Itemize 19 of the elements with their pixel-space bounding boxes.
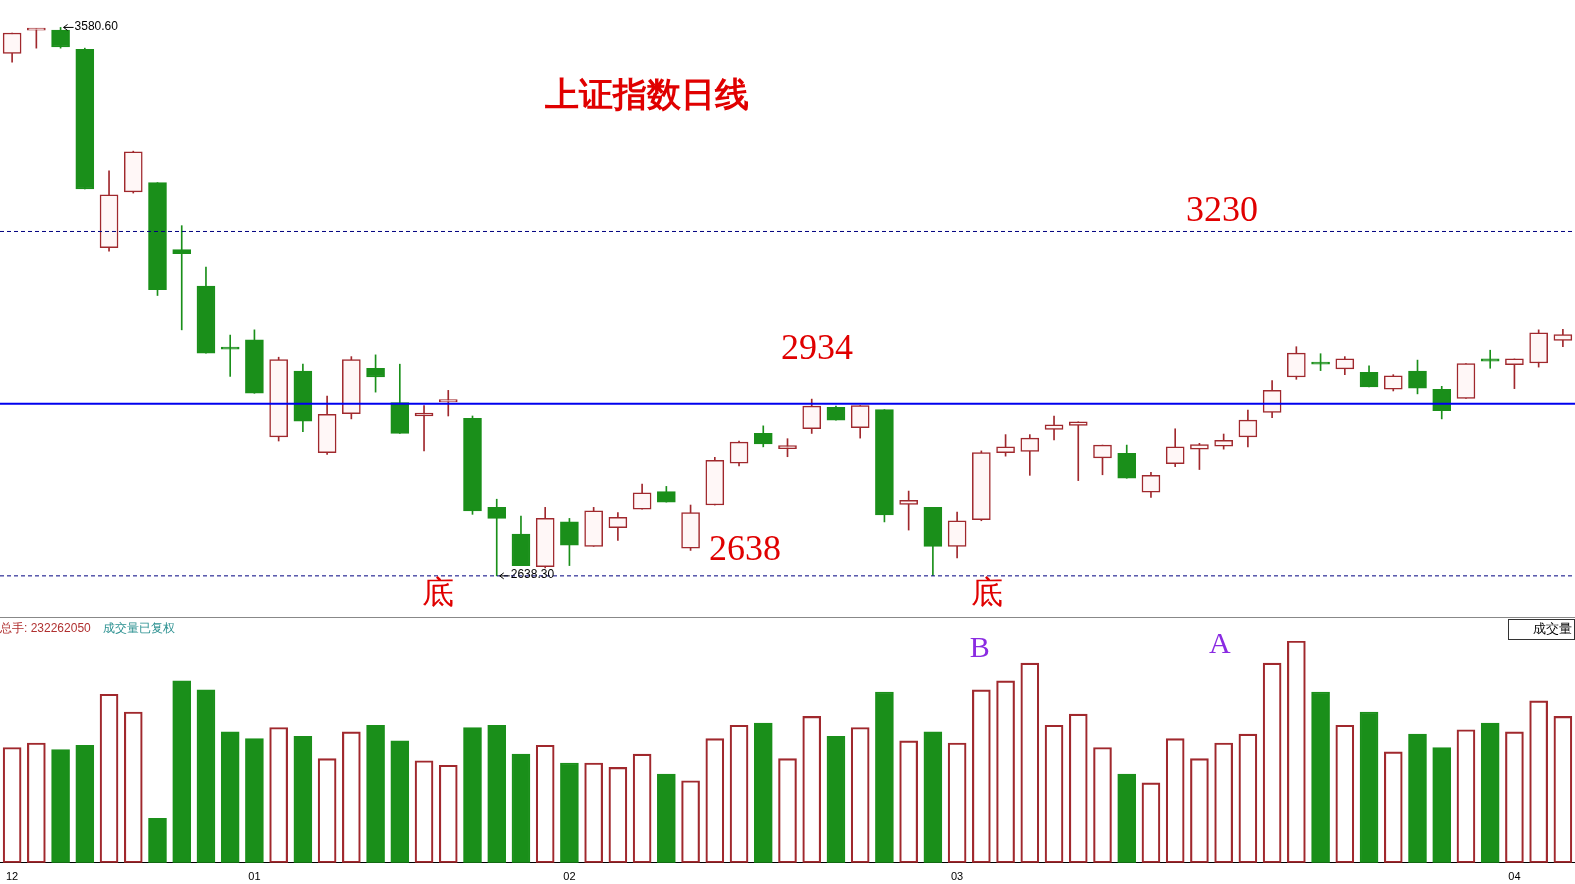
candlestick (414, 405, 434, 452)
annotation: 2638 (709, 528, 781, 568)
annotation: 2638.30 (510, 567, 555, 582)
annotation: 底 (422, 574, 454, 611)
annotation: 底 (971, 574, 1003, 611)
x-tick-label: 12 (5, 870, 19, 883)
annotation: 3230 (1186, 189, 1258, 230)
x-tick-label: 02 (563, 870, 576, 883)
text: 总手: 232262050 (0, 621, 91, 635)
x-tick-label: 03 (950, 870, 964, 883)
x-tick-label: 04 (1508, 870, 1521, 883)
text: 成交量已复权 (102, 621, 175, 635)
annotation: A (1209, 626, 1231, 660)
annotation: B (969, 630, 990, 664)
annotation: 2934 (781, 326, 853, 367)
chart-title: 成交量 (1508, 619, 1575, 640)
annotation: 3580.60 (74, 18, 119, 33)
text: 上证指数日线 (544, 75, 750, 113)
x-tick-label: 01 (248, 870, 261, 883)
